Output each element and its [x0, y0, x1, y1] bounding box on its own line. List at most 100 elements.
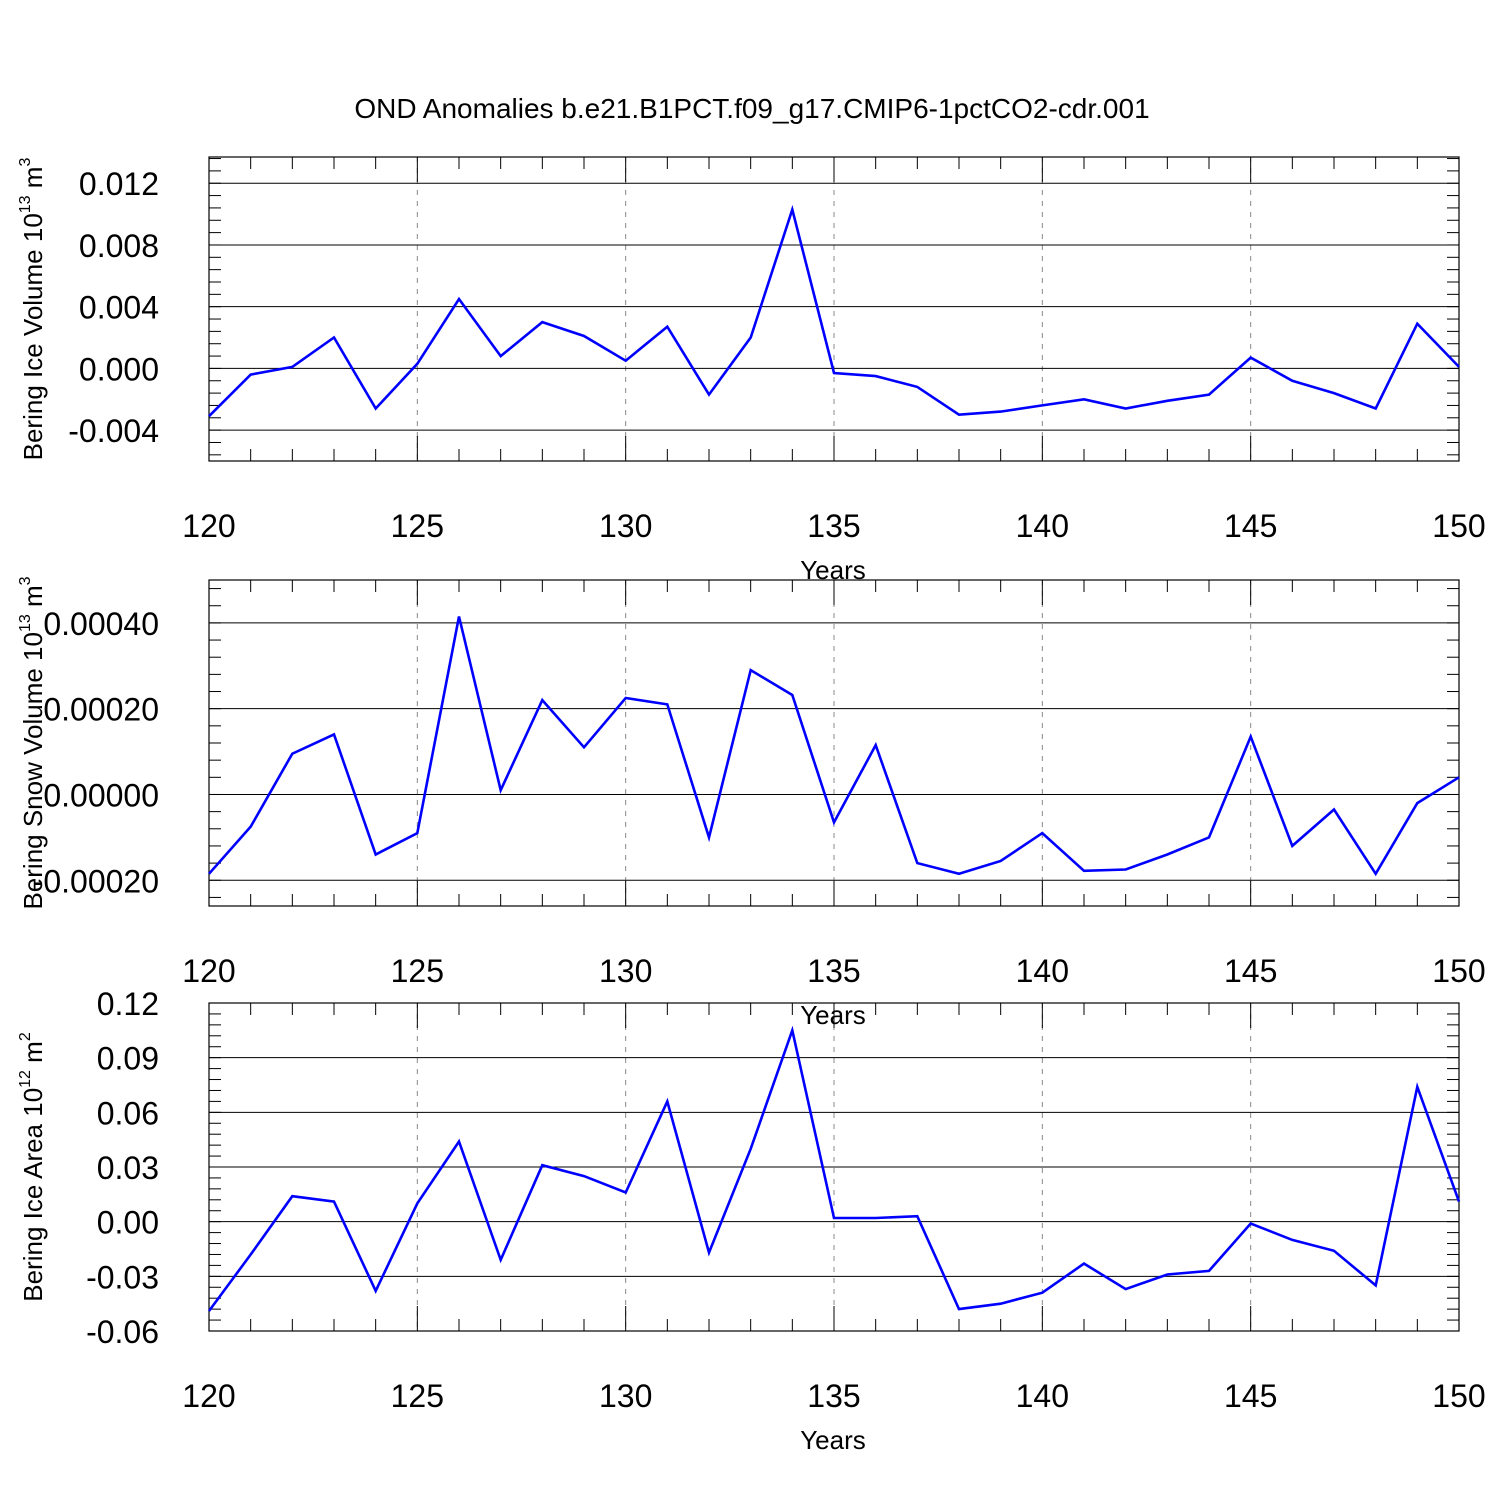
x-tick-label: 120 [182, 508, 235, 544]
y-tick-label: -0.03 [86, 1259, 159, 1295]
data-point [457, 614, 461, 618]
y-tick-label: 0.00040 [43, 606, 159, 642]
data-point [999, 1302, 1003, 1306]
x-tick-label: 130 [599, 953, 652, 989]
x-tick-label: 135 [807, 953, 860, 989]
y-tick-label: 0.00020 [43, 692, 159, 728]
data-point [832, 1216, 836, 1220]
y-tick-label: 0.03 [97, 1150, 159, 1186]
y-tick-label: -0.004 [68, 413, 159, 449]
x-tick-label: 140 [1016, 1378, 1069, 1414]
data-point [290, 752, 294, 756]
data-point [499, 1258, 503, 1262]
data-point [457, 297, 461, 301]
chart-panel-1: 120 125 130 135 140 145 150 -0.004 0.000 0.004 0.0… [17, 156, 1486, 585]
data-point [707, 1251, 711, 1255]
y-tick-label: 0.09 [97, 1041, 159, 1077]
x-tick-label: 120 [182, 953, 235, 989]
chart-panel-3: 120 125 130 135 140 145 150 -0.06 -0.03 0.00 0.03 0… [17, 986, 1486, 1455]
data-point [624, 696, 628, 700]
data-point [790, 1028, 794, 1032]
data-point [374, 407, 378, 411]
x-tick-label: 135 [807, 1378, 860, 1414]
data-point [790, 693, 794, 697]
series-line [208, 204, 1460, 418]
x-tick-label: 120 [182, 1378, 235, 1414]
data-point [499, 788, 503, 792]
y-tick-label: 0.000 [79, 351, 159, 387]
y-tick-label: 0.00 [97, 1205, 159, 1241]
data-point [1290, 1238, 1294, 1242]
y-tick-label: 0.012 [79, 166, 159, 202]
y-axis-title-unit: m [18, 1041, 48, 1070]
y-axis-title-unit: m [18, 167, 48, 196]
x-tick-label: 135 [807, 508, 860, 544]
x-tick-label: 150 [1432, 953, 1485, 989]
data-point [249, 1252, 253, 1256]
data-point [540, 320, 544, 324]
data-point [832, 820, 836, 824]
y-axis-title-unit: m [18, 585, 48, 614]
data-point [1207, 393, 1211, 397]
data-point [332, 732, 336, 736]
x-tick-label: 140 [1016, 508, 1069, 544]
data-point [624, 1191, 628, 1195]
data-point [332, 336, 336, 340]
data-point [749, 336, 753, 340]
data-point [249, 373, 253, 377]
data-point [999, 859, 1003, 863]
y-tick-label: 0.12 [97, 986, 159, 1022]
x-tick-label: 150 [1432, 508, 1485, 544]
y-axis-title: Bering Ice Volume 1013 m3 [17, 158, 48, 461]
y-axis-title-exponent: 13 [17, 614, 34, 632]
y-tick-label: 0.06 [97, 1095, 159, 1131]
x-tick-label: 130 [599, 1378, 652, 1414]
y-axis-title-exponent: 12 [17, 1070, 34, 1088]
data-point [374, 853, 378, 857]
data-point [374, 1289, 378, 1293]
data-point [1415, 322, 1419, 326]
data-point [665, 325, 669, 329]
x-tick-label: 145 [1224, 953, 1277, 989]
data-point [415, 1201, 419, 1205]
figure-title: OND Anomalies b.e21.B1PCT.f09_g17.CMIP6-… [354, 93, 1149, 124]
data-point [1332, 391, 1336, 395]
data-point [665, 1099, 669, 1103]
x-tick-label: 125 [391, 953, 444, 989]
data-point [1415, 1085, 1419, 1089]
data-point [915, 861, 919, 865]
data-point [749, 1147, 753, 1151]
x-tick-label: 145 [1224, 508, 1277, 544]
data-point [207, 414, 211, 418]
x-tick-label: 125 [391, 1378, 444, 1414]
data-point [874, 374, 878, 378]
y-axis-title-main: Bering Snow Volume 10 [18, 632, 48, 910]
data-point [1290, 844, 1294, 848]
x-tick-label: 130 [599, 508, 652, 544]
x-tick-label: 150 [1432, 1378, 1485, 1414]
data-point [582, 745, 586, 749]
data-point [249, 825, 253, 829]
data-point [1082, 397, 1086, 401]
data-point [915, 1214, 919, 1218]
data-point [790, 207, 794, 211]
data-point [290, 1194, 294, 1198]
data-point [582, 334, 586, 338]
data-point [1165, 399, 1169, 403]
data-point [1374, 872, 1378, 876]
y-axis-title-exponent: 13 [17, 195, 34, 213]
data-point [1165, 853, 1169, 857]
data-point [1040, 403, 1044, 407]
data-point [915, 385, 919, 389]
data-point [457, 1139, 461, 1143]
x-tick-label: 145 [1224, 1378, 1277, 1414]
data-point [1207, 835, 1211, 839]
data-point [1374, 407, 1378, 411]
data-point [1249, 735, 1253, 739]
x-tick-label: 140 [1016, 953, 1069, 989]
y-axis-title: Bering Ice Area 1012 m2 [17, 1032, 48, 1302]
data-point [957, 1307, 961, 1311]
data-point [499, 354, 503, 358]
data-point [1457, 775, 1461, 779]
data-point [1040, 1291, 1044, 1295]
